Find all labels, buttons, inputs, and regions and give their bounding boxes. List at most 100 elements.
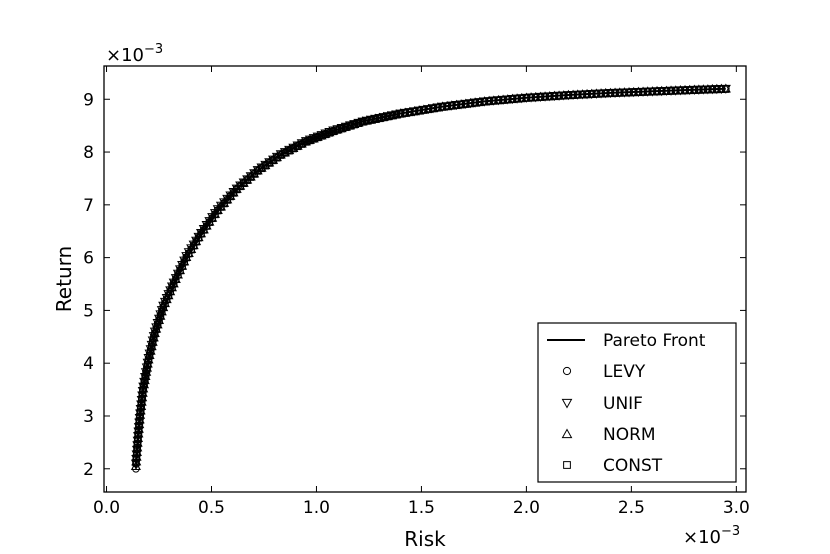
const-marker	[153, 321, 162, 329]
legend-label: UNIF	[603, 394, 643, 414]
const-marker	[302, 138, 310, 146]
const-marker	[560, 92, 568, 100]
const-marker	[658, 87, 666, 96]
const-marker	[443, 102, 451, 111]
const-marker	[342, 123, 350, 132]
const-marker	[306, 136, 314, 145]
const-marker	[717, 85, 725, 94]
legend-item-const: CONST	[563, 456, 663, 476]
legend-triangle-up-icon	[561, 428, 573, 439]
y-tick-label: 6	[83, 249, 94, 269]
const-marker	[150, 334, 158, 342]
const-marker	[396, 110, 405, 118]
x-tick-label: 2.5	[618, 498, 645, 518]
const-marker	[410, 108, 419, 116]
const-marker	[176, 266, 184, 275]
norm-marker	[136, 396, 147, 406]
legend-triangle-down-icon	[561, 398, 573, 409]
const-marker	[578, 91, 587, 99]
const-marker	[546, 93, 554, 101]
norm-marker	[131, 451, 142, 461]
y-tick-label: 2	[83, 460, 94, 480]
x-tick-label: 0.0	[93, 498, 120, 518]
y-tick-label: 3	[83, 407, 94, 427]
const-marker	[384, 113, 392, 121]
const-marker	[708, 86, 716, 94]
const-marker	[132, 450, 141, 458]
norm-marker	[135, 405, 146, 415]
const-marker	[277, 151, 285, 159]
const-marker	[314, 133, 322, 142]
const-marker	[138, 393, 146, 401]
const-marker	[265, 159, 273, 167]
const-marker	[148, 343, 156, 351]
const-marker	[550, 92, 559, 101]
const-marker	[146, 347, 155, 355]
legend-item-levy: LEVY	[562, 362, 646, 382]
const-marker	[541, 93, 549, 101]
norm-marker	[133, 423, 144, 433]
const-marker	[420, 106, 428, 114]
const-marker	[415, 107, 423, 115]
series-const	[132, 85, 730, 467]
const-marker	[699, 86, 708, 94]
const-marker	[189, 242, 198, 250]
const-marker	[257, 164, 266, 173]
const-marker	[555, 92, 563, 100]
const-marker	[269, 156, 277, 165]
const-marker	[170, 279, 178, 288]
legend-box	[537, 322, 737, 483]
const-marker	[448, 102, 456, 110]
const-marker	[392, 111, 400, 119]
const-marker	[704, 86, 712, 94]
const-marker	[620, 89, 629, 97]
const-marker	[424, 105, 433, 114]
const-marker	[350, 121, 358, 129]
const-marker	[494, 97, 503, 105]
const-marker	[310, 135, 318, 143]
plot-frame	[103, 65, 747, 493]
const-marker	[667, 87, 675, 95]
const-marker	[158, 307, 166, 316]
const-marker	[289, 144, 298, 153]
const-marker	[634, 88, 643, 97]
const-marker	[155, 316, 163, 325]
const-marker	[174, 271, 182, 279]
const-marker	[333, 126, 342, 134]
const-marker	[662, 87, 671, 95]
const-marker	[293, 142, 302, 151]
const-marker	[133, 441, 141, 450]
const-marker	[462, 100, 470, 108]
const-marker	[406, 108, 414, 117]
legend-circle-icon	[562, 366, 572, 376]
const-marker	[285, 147, 293, 155]
legend-label: CONST	[603, 456, 663, 476]
const-marker	[388, 112, 396, 120]
const-marker	[192, 238, 200, 246]
const-marker	[172, 275, 180, 283]
const-marker	[480, 98, 489, 106]
const-marker	[367, 116, 375, 124]
const-marker	[611, 89, 619, 97]
const-marker	[166, 287, 174, 296]
const-marker	[630, 88, 638, 97]
legend: Pareto Front LEVY UNIF NORM CONST	[537, 322, 737, 483]
const-marker	[490, 97, 498, 105]
const-marker	[317, 132, 326, 140]
const-marker	[134, 428, 143, 437]
const-marker	[156, 312, 165, 320]
const-marker	[133, 446, 141, 454]
const-marker	[152, 325, 160, 333]
norm-marker	[134, 418, 145, 429]
const-marker	[471, 99, 479, 107]
const-marker	[178, 262, 186, 270]
y-axis-label: Return	[52, 246, 76, 312]
const-marker	[185, 250, 193, 258]
const-marker	[379, 113, 388, 122]
const-marker	[141, 375, 149, 383]
const-marker	[508, 95, 517, 104]
plot-area	[130, 83, 731, 473]
const-marker	[466, 100, 475, 108]
const-marker	[597, 90, 605, 98]
